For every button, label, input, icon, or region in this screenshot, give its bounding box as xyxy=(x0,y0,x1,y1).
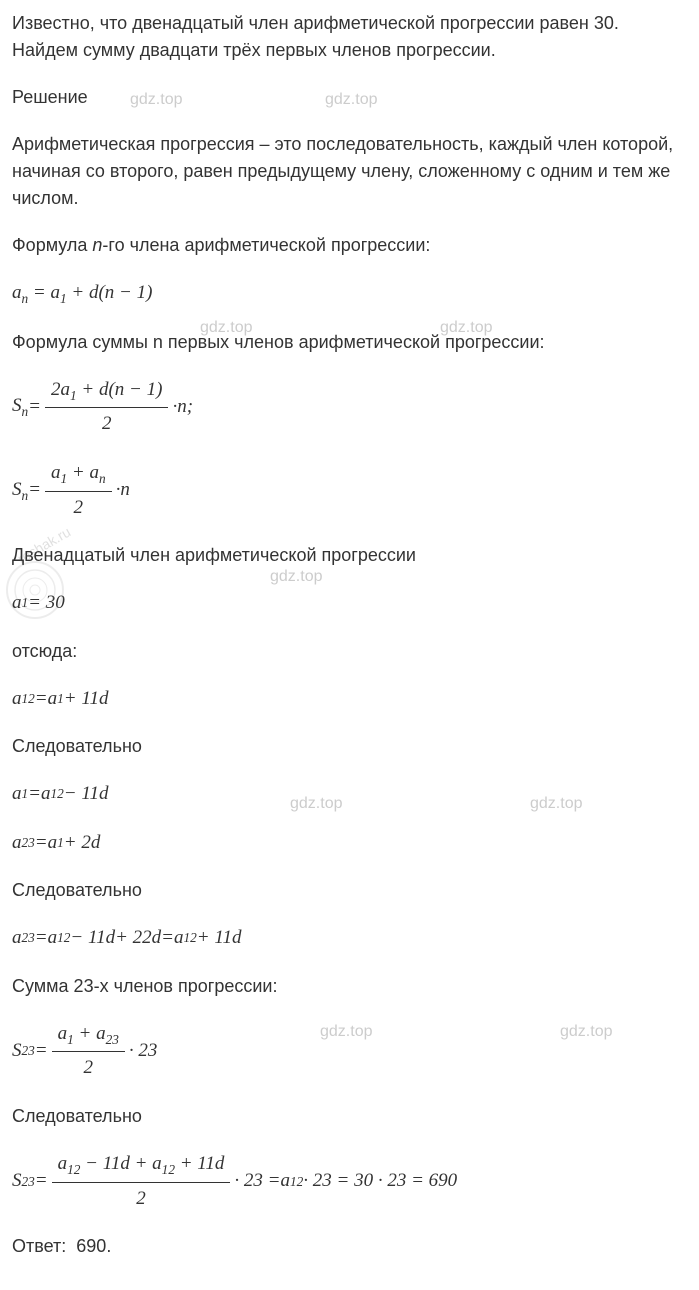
formula-sn2: Sn = a1 + an 2 · n xyxy=(12,459,687,522)
formula-s23: S23 = a1 + a23 2 · 23 xyxy=(12,1020,687,1083)
therefore-1: Следовательно xyxy=(12,733,687,760)
hence-text: отсюда: xyxy=(12,638,687,665)
therefore-2: Следовательно xyxy=(12,877,687,904)
formula-an: an = a1 + d(n − 1) xyxy=(12,279,687,309)
formula-a12: a12 = a1 + 11d xyxy=(12,685,687,714)
formula-a23-expr: a23 = a12 − 11d + 22d = a12 + 11d xyxy=(12,924,687,953)
formula-s23-final: S23 = a12 − 11d + a12 + 11d 2 · 23 = a12… xyxy=(12,1150,687,1213)
therefore-3: Следовательно xyxy=(12,1103,687,1130)
sum-formula-label: Формула суммы n первых членов арифметиче… xyxy=(12,329,687,356)
formula-sn1: Sn = 2a1 + d(n − 1) 2 · n; xyxy=(12,376,687,439)
answer: Ответ: 690. xyxy=(12,1233,687,1260)
sum23-label: Сумма 23-х членов прогрессии: xyxy=(12,973,687,1000)
formula-a1-expr: a1 = a12 − 11d xyxy=(12,780,687,809)
answer-label: Ответ: xyxy=(12,1236,66,1256)
formula-a23: a23 = a1 + 2d xyxy=(12,829,687,858)
twelfth-label: Двенадцатый член арифметической прогресс… xyxy=(12,542,687,569)
solution-heading: Решение xyxy=(12,84,687,111)
definition-text: Арифметическая прогрессия – это последов… xyxy=(12,131,687,212)
formula-a1-30: a1 = 30 xyxy=(12,589,687,618)
problem-statement: Известно, что двенадцатый член арифметич… xyxy=(12,10,687,64)
answer-value: 690. xyxy=(76,1236,111,1256)
reshak-watermark-logo xyxy=(0,520,100,640)
nth-formula-label: Формула n-го члена арифметической прогре… xyxy=(12,232,687,259)
